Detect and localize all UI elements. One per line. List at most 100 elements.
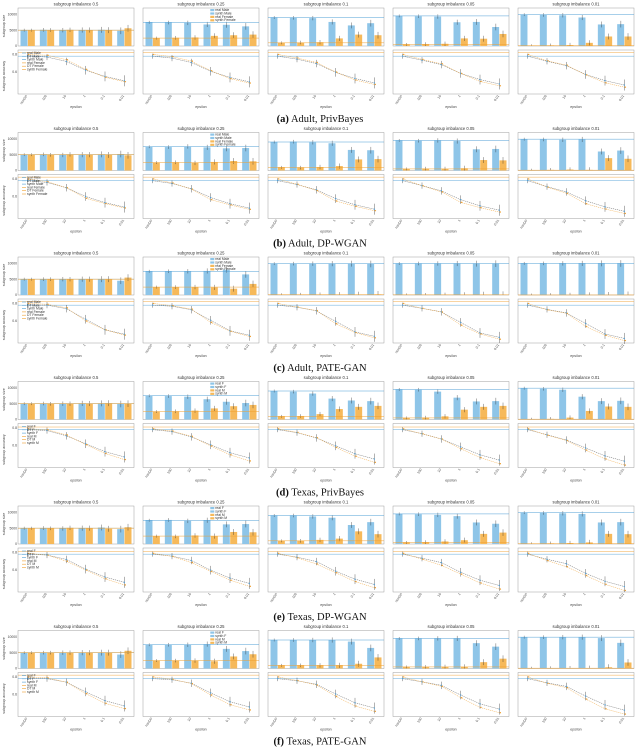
acc-point-minority [422,307,424,310]
legend-swatch [210,140,215,143]
bar-ytick: 0 [15,667,17,671]
acc-point-majority [84,69,87,71]
legend-entry: synth Male [215,11,232,15]
legend-entry: DT F [27,677,34,681]
subplot-title: subgroup imbalance 0.1 [304,251,349,256]
acc-point-minority [66,434,69,436]
bar-majority [309,640,317,669]
acc-point-majority [334,445,337,447]
acc-point-majority [276,677,279,680]
bar-minority [277,416,285,420]
acc-point-minority [355,79,357,81]
line-axes [267,423,385,468]
legend-swatch [210,19,215,22]
acc-point-minority [460,697,463,699]
acc-point-minority [355,331,357,334]
subplot-title: subgroup imbalance 0.25 [177,624,225,629]
subplot-e-3: subgroup imbalance 0.05 nonDP 100 10 1 0.1 0.0… [392,500,510,607]
line-axes [392,298,510,344]
bar-majority [414,389,422,420]
bar-majority [222,524,230,544]
bar-minority [47,652,55,669]
acc-point-majority [421,433,423,435]
bar-minority [191,287,199,295]
bar-majority [328,143,336,171]
bar-ytick: 0 [15,418,17,422]
top-ylabel: subgroup size [2,388,6,410]
acc-point-minority [191,435,194,438]
xtick: nonDP [19,716,29,727]
acc-line-minority [527,553,625,591]
x-axis-label: epsilon [320,230,331,234]
acc-point-majority [354,578,356,580]
bar-minority [47,528,55,544]
acc-point-majority [46,429,48,432]
bar-axes [142,630,260,669]
xtick: 1 [207,219,211,223]
line-ytick: 0.6 [12,195,17,199]
acc-point-minority [441,685,444,687]
subplot-title: subgroup imbalance 0.1 [304,2,349,7]
subplot-d-3: subgroup imbalance 0.05 nonDP 100 10 1 0.1 0.0… [392,375,510,483]
xtick: nonDP [144,94,154,105]
bar-majority [117,280,125,295]
bar-axes [17,381,135,420]
acc-point-minority [191,308,194,310]
acc-point-minority [441,191,444,193]
acc-point-majority [584,572,587,575]
bar-majority [242,651,250,669]
bar-majority [117,154,125,171]
bar-minority [27,30,35,46]
bar-majority [453,263,461,295]
legend-entry: real F [27,549,36,553]
bar-majority [203,24,211,46]
legend-swatch [210,258,215,261]
xtick: 0.1 [225,592,231,598]
bar-minority [605,36,613,46]
bar-minority [230,161,238,171]
acc-point-majority [84,318,87,320]
acc-point-minority [374,587,377,589]
bar-majority [597,401,605,420]
bar-majority [117,654,125,669]
acc-point-minority [316,436,319,439]
panel-caption: (b) Adult, DP-WGAN [273,239,367,250]
bar-minority [210,536,218,544]
acc-point-minority [230,77,232,80]
legend-swatch [210,261,215,264]
xtick: nonDP [519,343,529,354]
acc-point-minority [585,74,588,76]
bar-majority [117,403,125,420]
legend-entry: DT M [27,687,35,691]
bar-majority [520,263,528,295]
xtick: 0.01 [118,219,125,227]
caption-text: Adult, PrivBayes [289,114,363,125]
bottom-ylabel: subgroup accuracy [2,434,6,465]
acc-point-minority [316,189,319,192]
xtick: 10 [562,592,568,597]
bar-minority [191,660,199,669]
acc-line-majority [277,180,375,210]
subplot-f-4: subgroup imbalance 0.01 nonDP 100 10 1 0.1 0.0… [517,624,635,732]
acc-line-minority [402,178,500,213]
subplot-title: subgroup imbalance 0.05 [427,2,475,7]
line-axes [392,49,510,95]
bar-majority [328,640,336,669]
xtick: 0.1 [350,343,356,349]
bar-majority [367,522,375,544]
acc-point-majority [104,201,106,204]
subplot-d-2: subgroup imbalance 0.1 nonDP 100 10 1 0.1 0.01… [267,375,385,483]
bar-majority [597,24,605,46]
x-axis-label: epsilon [570,479,581,483]
xtick: 10 [437,592,443,597]
acc-line-majority [277,678,375,709]
subplot-title: subgroup imbalance 0.05 [427,126,475,131]
xtick: 10 [437,219,443,224]
bar-minority [66,279,74,295]
acc-point-minority [85,320,88,322]
acc-point-minority [460,72,463,75]
acc-point-minority [605,458,607,460]
legend-entry: synth M [215,392,227,396]
acc-point-majority [526,55,529,57]
